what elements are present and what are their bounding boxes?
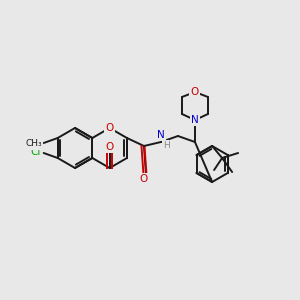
Text: O: O — [106, 142, 114, 152]
Text: O: O — [140, 174, 148, 184]
Text: N: N — [157, 130, 165, 140]
Text: CH₃: CH₃ — [25, 140, 42, 148]
Text: O: O — [191, 87, 199, 97]
Text: N: N — [191, 115, 199, 125]
Text: O: O — [106, 123, 114, 133]
Text: Cl: Cl — [30, 147, 41, 157]
Text: H: H — [163, 141, 170, 150]
